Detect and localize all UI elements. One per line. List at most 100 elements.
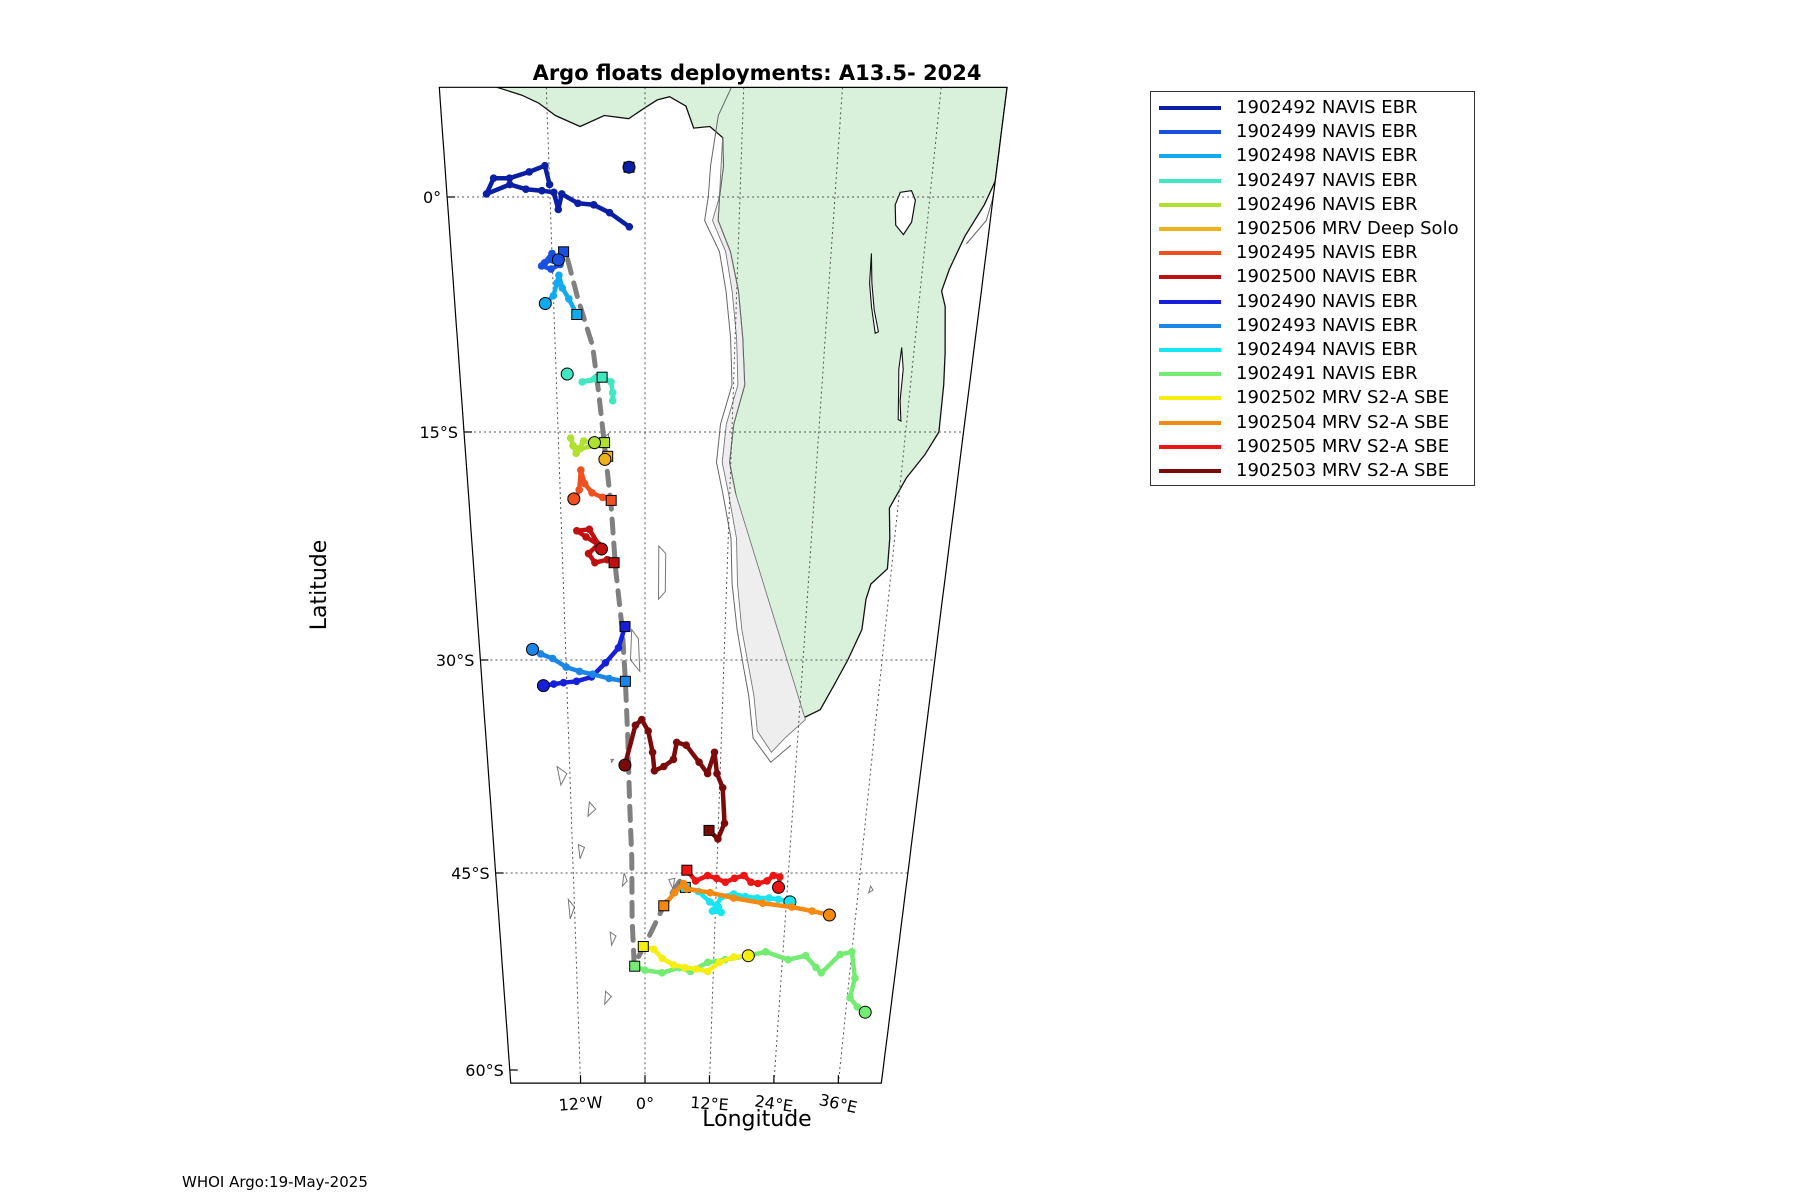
float-profile-point [577,466,585,474]
x-tick-label: 36°E [817,1090,859,1117]
float-profile-point [522,185,530,193]
float-profile-point [774,895,783,904]
float-profile-point [582,533,590,541]
float-deploy-marker [571,309,583,320]
map-area [447,87,1008,1084]
float-profile-point [482,190,491,198]
legend-label: 1902500 NAVIS EBR [1236,266,1418,288]
float-last-position-marker [560,367,574,381]
float-profile-point [569,441,577,450]
float-last-position-marker [551,253,565,267]
float-profile-point [550,188,558,197]
float-deploy-marker [629,960,641,972]
float-profile-point [851,974,859,982]
float-profile-point [730,874,739,883]
float-profile-point [817,969,826,977]
y-tick-label: 0° [423,188,441,207]
float-profile-point [601,659,610,667]
legend-swatch [1159,299,1221,304]
float-profile-point [650,767,659,775]
float-profile-point [574,199,582,208]
float-deploy-marker [658,900,670,912]
float-track-line [484,163,632,230]
legend-entry: 1902494 NAVIS EBR [1151,338,1474,362]
float-profile-point [784,955,792,964]
float-profile-point [608,396,617,405]
float-profile-point [553,279,561,288]
float-profile-point [585,525,594,534]
float-deploy-marker [599,437,611,449]
legend-label: 1902498 NAVIS EBR [1236,145,1418,167]
float-profile-point [505,174,514,182]
float-profile-point [558,284,567,292]
float-profile-point [565,295,573,303]
legend-label: 1902494 NAVIS EBR [1236,339,1418,360]
float-profile-point [605,674,613,683]
float-profile-point [812,963,820,972]
float-deploy-marker [605,494,617,506]
float-profile-point [714,835,722,843]
float-profile-point [588,670,597,678]
float-profile-point [588,489,596,497]
legend-entry: 1902503 MRV S2-A SBE [1151,459,1474,483]
float-profile-point [547,265,555,273]
float-profile-point [658,954,666,963]
y-tick-label: 30°S [436,651,475,670]
float-profile-point [572,449,580,458]
y-tick-label: 60°S [465,1061,504,1080]
float-profile-point [607,378,615,386]
legend-swatch [1159,420,1221,425]
float-profile-point [703,769,712,778]
legend: 1902492 NAVIS EBR 1902499 NAVIS EBR 190249… [1150,91,1475,486]
legend-label: 1902506 MRV Deep Solo [1236,218,1459,239]
cruise-track-line [565,257,690,975]
legend-entry: 1902500 NAVIS EBR [1151,265,1474,289]
float-last-position-marker [772,880,785,894]
float-profile-point [669,755,678,764]
x-tick-label: 12°W [558,1093,604,1115]
float-profile-point [682,741,690,749]
float-last-position-marker [595,542,608,556]
legend-label: 1902502 MRV S2-A SBE [1236,387,1450,409]
float-track-3 [538,271,583,320]
float-profile-point [740,871,748,880]
float-profile-point [710,748,719,757]
float-profile-point [660,762,668,771]
legend-swatch [1159,227,1221,231]
float-track-line [622,717,727,842]
float-profile-point [846,994,854,1002]
float-profile-point [801,951,810,960]
float-profile-point [572,677,581,686]
float-profile-point [575,667,584,676]
float-profile-point [758,899,767,907]
legend-swatch [1159,372,1221,377]
float-profile-point [638,715,646,724]
x-tick-label: 0° [636,1094,654,1113]
float-profile-point [765,894,773,902]
float-last-position-marker [567,492,581,506]
float-profile-point [562,663,570,671]
float-profile-point [558,190,566,198]
float-track-line [661,881,832,918]
float-last-position-marker [598,452,612,466]
legend-entry: 1902497 NAVIS EBR [1151,169,1474,193]
float-profile-point [548,654,557,663]
float-profile-point [776,873,784,881]
float-profile-point [717,908,725,917]
float-profile-point [669,961,678,969]
float-profile-point [704,958,712,967]
float-deploy-marker [619,621,631,633]
legend-entry: 1902504 MRV S2-A SBE [1151,411,1474,435]
float-deploy-marker [681,864,693,876]
legend-label: 1902493 NAVIS EBR [1236,314,1418,336]
float-profile-point [591,558,599,567]
float-deploy-marker [596,371,608,383]
float-track-8 [573,525,620,569]
float-deploy-marker [619,675,631,687]
float-profile-point [538,186,546,195]
float-profile-point [848,948,856,956]
float-track-9 [536,621,631,693]
y-axis-label: Latitude [307,540,332,631]
legend-label: 1902503 MRV S2-A SBE [1236,460,1450,481]
float-profile-point [549,291,558,300]
